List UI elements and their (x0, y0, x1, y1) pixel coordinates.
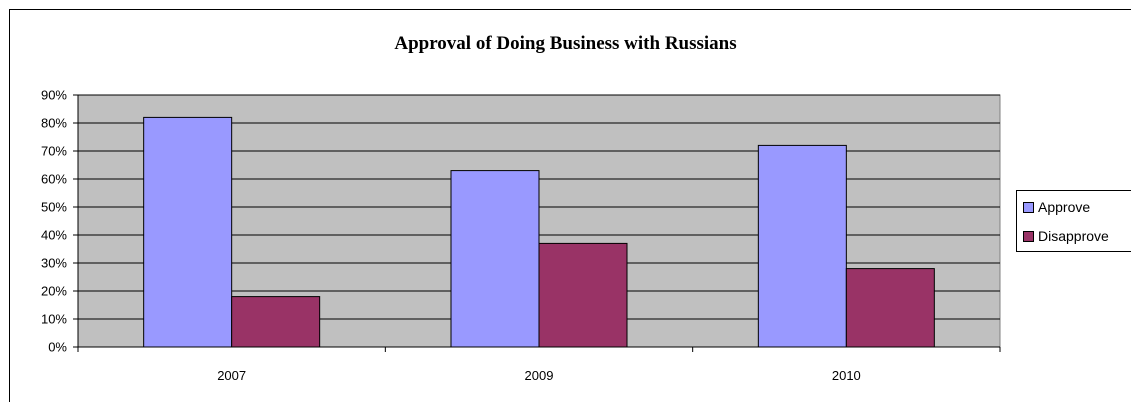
chart-frame (9, 9, 1131, 402)
y-tick-label: 0% (48, 340, 67, 355)
bar-approve-2007 (143, 116, 233, 348)
chart-title: Approval of Doing Business with Russians (394, 33, 737, 54)
legend-item-approve: Approve (1023, 199, 1090, 215)
y-tick-label: 50% (41, 200, 67, 215)
y-tick-label: 60% (41, 172, 67, 187)
bar-disapprove-2009 (538, 242, 628, 348)
bar-approve-2010 (757, 144, 847, 348)
y-tick-label: 20% (41, 284, 67, 299)
legend-swatch-approve (1023, 201, 1034, 213)
y-tick-label: 10% (41, 312, 67, 327)
bar-disapprove-2010 (845, 268, 935, 348)
y-tick-label: 30% (41, 256, 67, 271)
legend-label-disapprove: Disapprove (1038, 228, 1109, 244)
legend-swatch-disapprove (1023, 230, 1034, 242)
x-tick-label: 2010 (832, 368, 861, 383)
bar-disapprove-2007 (231, 296, 321, 348)
chart-legend: Approve Disapprove (1016, 190, 1131, 252)
y-tick-label: 40% (41, 228, 67, 243)
y-tick-label: 70% (41, 144, 67, 159)
bar-approve-2009 (450, 170, 540, 348)
y-tick-label: 80% (41, 116, 67, 131)
x-tick-label: 2007 (217, 368, 246, 383)
legend-label-approve: Approve (1038, 199, 1091, 215)
legend-item-disapprove: Disapprove (1023, 228, 1109, 244)
x-tick-label: 2009 (525, 368, 554, 383)
y-tick-label: 90% (41, 88, 67, 103)
